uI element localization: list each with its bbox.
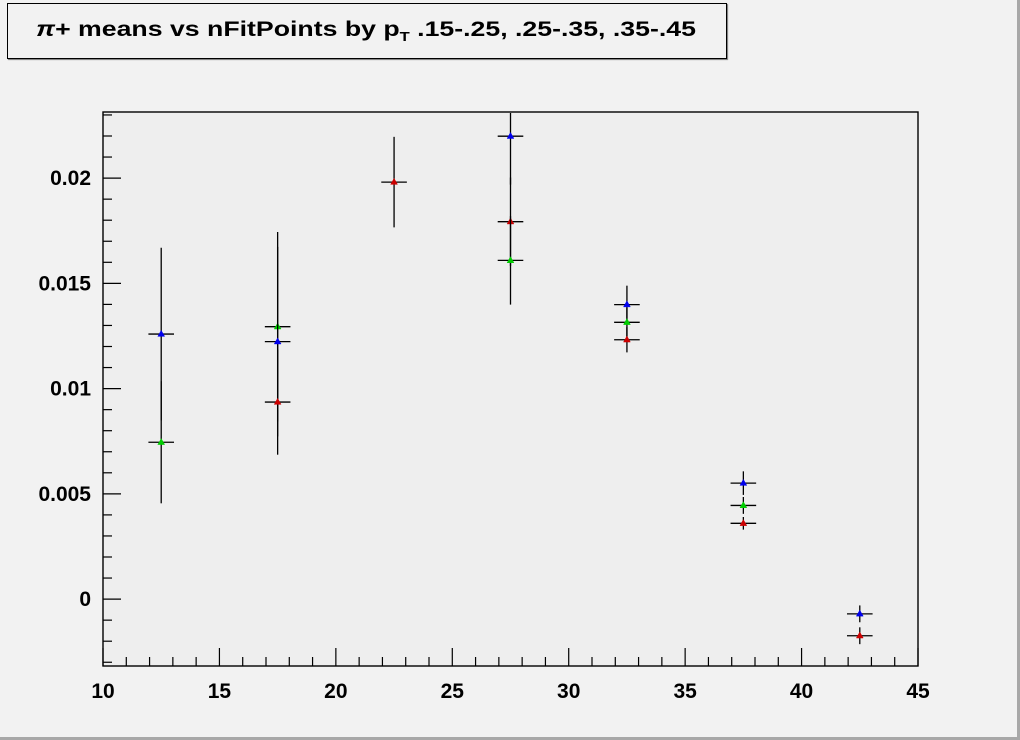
svg-text:0: 0 (79, 588, 91, 611)
svg-text:35: 35 (673, 680, 697, 703)
svg-text:45: 45 (906, 680, 930, 703)
svg-text:10: 10 (91, 680, 114, 703)
svg-text:30: 30 (557, 680, 580, 703)
svg-text:25: 25 (441, 680, 465, 703)
svg-text:0.015: 0.015 (38, 272, 91, 295)
svg-text:15: 15 (208, 680, 232, 703)
svg-text:0.02: 0.02 (50, 167, 91, 190)
svg-text:0.005: 0.005 (38, 483, 91, 506)
svg-text:20: 20 (324, 680, 347, 703)
svg-text:0.01: 0.01 (50, 378, 91, 401)
svg-text:40: 40 (790, 680, 813, 703)
